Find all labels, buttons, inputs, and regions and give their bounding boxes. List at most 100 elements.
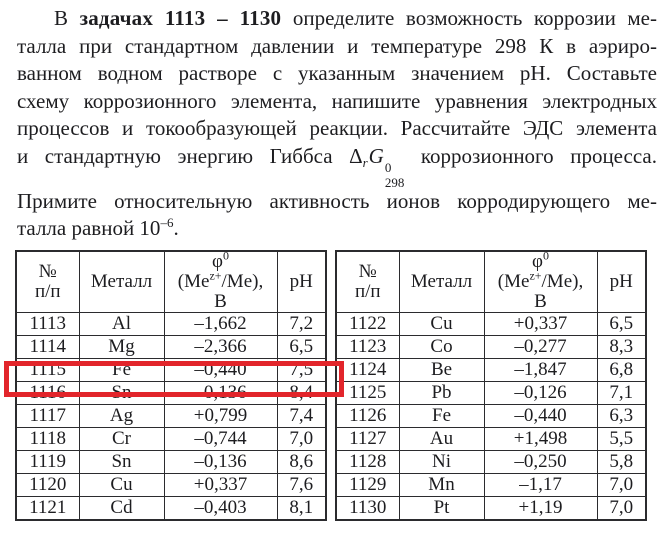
- table-body-right: 1122 Cu +0,337 6,5 1123 Co –0,277 8,3 1124 Be –1,8…: [335, 311, 647, 520]
- table-row: 1129 Mn –1,17 7,0: [335, 472, 647, 497]
- paragraph-line: талла равной 10–6.: [17, 215, 657, 243]
- cell-ph: 7,2: [276, 311, 327, 336]
- table-row: 1117 Ag +0,799 7,4: [15, 403, 327, 428]
- cell-metal: Fe: [398, 403, 485, 428]
- text-run: .: [173, 216, 179, 240]
- cell-num: 1122: [335, 311, 400, 336]
- cell-num: 1114: [15, 334, 80, 359]
- table-row: 1114 Mg –2,366 6,5: [15, 334, 327, 359]
- table-row: 1113 Al –1,662 7,2: [15, 311, 327, 336]
- cell-potential: –0,403: [163, 495, 278, 520]
- cell-ph: 8,3: [596, 334, 647, 359]
- num-pp: п/п: [354, 280, 381, 302]
- gibbs-energy-formula: ΔrG 0 298: [349, 143, 404, 189]
- cell-metal: Ni: [398, 449, 485, 474]
- cell-potential: –2,366: [163, 334, 278, 359]
- formula-sup-sub-stack: 0 298: [384, 161, 405, 190]
- potential-couple: (Me: [497, 270, 530, 292]
- table-row: 1122 Cu +0,337 6,5: [335, 311, 647, 336]
- cell-num: 1116: [15, 380, 80, 405]
- table-row: 1124 Be –1,847 6,8: [335, 357, 647, 382]
- phi-superscript: 0: [222, 250, 229, 263]
- cell-ph: 6,8: [596, 357, 647, 382]
- cell-num: 1117: [15, 403, 80, 428]
- paragraph-line: талла при стандартном давлении и темпера…: [17, 33, 657, 58]
- table-row: 1115 Fe –0,440 7,5: [15, 357, 327, 382]
- cell-num: 1129: [335, 472, 400, 497]
- cell-ph: 7,0: [596, 472, 647, 497]
- table-row: 1123 Co –0,277 8,3: [335, 334, 647, 359]
- cell-ph: 6,3: [596, 403, 647, 428]
- table-body-left: 1113 Al –1,662 7,2 1114 Mg –2,366 6,5 1115 Fe –0,4…: [15, 311, 327, 520]
- text-run: коррозионного процесса.: [404, 143, 657, 168]
- cell-metal: Au: [398, 426, 485, 451]
- cell-ph: 8,1: [276, 495, 327, 520]
- table-row: 1118 Cr –0,744 7,0: [15, 426, 327, 451]
- cell-potential: –0,440: [163, 357, 278, 382]
- intro-paragraph: В задачах 1113 – 1130 определите возможн…: [0, 0, 666, 243]
- cell-potential: +0,799: [163, 403, 278, 428]
- paragraph-line: В задачах 1113 – 1130 определите возможн…: [17, 5, 657, 33]
- cell-potential: –1,17: [483, 472, 598, 497]
- col-header-ph: pH: [596, 250, 647, 313]
- paragraph-line: схему коррозионного элемента, напишите у…: [17, 88, 657, 113]
- col-header-num: № п/п: [335, 250, 400, 313]
- cell-ph: 5,5: [596, 426, 647, 451]
- phi-superscript: 0: [542, 250, 549, 263]
- cell-potential: –0,136: [163, 380, 278, 405]
- delta-symbol: Δ: [349, 143, 363, 168]
- volts-unit: В: [214, 290, 227, 312]
- cell-metal: Mg: [78, 334, 165, 359]
- problems-table-right: № п/п Металл φ0 (Mez+/Me), В pH 1122 Cu +0…: [335, 249, 647, 521]
- text-run: определите возможность коррозии ме-: [281, 6, 657, 30]
- table-row: 1127 Au +1,498 5,5: [335, 426, 647, 451]
- problems-table: № п/п Металл φ0 (Mez+/Me), В pH 1113 Al –1…: [15, 249, 666, 521]
- cell-ph: 6,5: [596, 311, 647, 336]
- table-row: 1119 Sn –0,136 8,6: [15, 449, 327, 474]
- table-row: 1120 Cu +0,337 7,6: [15, 472, 327, 497]
- cell-ph: 7,6: [276, 472, 327, 497]
- header-row: № п/п Металл φ0 (Mez+/Me), В pH: [335, 250, 647, 313]
- cell-num: 1128: [335, 449, 400, 474]
- potential-couple-end: /Me),: [221, 270, 264, 292]
- potential-couple: (Me: [177, 270, 210, 292]
- potential-couple-end: /Me),: [541, 270, 584, 292]
- cell-num: 1123: [335, 334, 400, 359]
- cell-ph: 7,4: [276, 403, 327, 428]
- col-header-metal: Металл: [398, 250, 485, 313]
- cell-ph: 6,5: [276, 334, 327, 359]
- formula-subscript: 298: [384, 174, 405, 190]
- cell-potential: –1,847: [483, 357, 598, 382]
- cell-ph: 7,0: [596, 495, 647, 520]
- paragraph-line: процессов и токообразующей реакции. Расс…: [17, 116, 657, 140]
- cell-ph: 7,5: [276, 357, 327, 382]
- cell-potential: –0,250: [483, 449, 598, 474]
- phi-symbol: φ: [212, 250, 223, 272]
- cell-metal: Mn: [398, 472, 485, 497]
- cell-ph: 8,4: [276, 380, 327, 405]
- cell-metal: Cr: [78, 426, 165, 451]
- table-row: 1116 Sn –0,136 8,4: [15, 380, 327, 405]
- cell-num: 1126: [335, 403, 400, 428]
- formula-g-symbol: G: [368, 143, 384, 168]
- cell-potential: –0,136: [163, 449, 278, 474]
- cell-ph: 8,6: [276, 449, 327, 474]
- cell-potential: –0,277: [483, 334, 598, 359]
- cell-num: 1113: [15, 311, 80, 336]
- ion-charge-superscript: z+: [529, 268, 542, 283]
- ion-charge-superscript: z+: [209, 268, 222, 283]
- cell-num: 1118: [15, 426, 80, 451]
- volts-unit: В: [534, 290, 547, 312]
- col-header-ph: pH: [276, 250, 327, 313]
- paragraph-line: Примите относительную активность ионов к…: [17, 188, 657, 213]
- cell-metal: Be: [398, 357, 485, 382]
- cell-potential: –0,126: [483, 380, 598, 405]
- cell-metal: Pt: [398, 495, 485, 520]
- cell-num: 1130: [335, 495, 400, 520]
- cell-potential: –1,662: [163, 311, 278, 336]
- table-row: 1130 Pt +1,19 7,0: [335, 495, 647, 520]
- header-row: № п/п Металл φ0 (Mez+/Me), В pH: [15, 250, 327, 313]
- cell-num: 1115: [15, 357, 80, 382]
- table-header: № п/п Металл φ0 (Mez+/Me), В pH: [335, 250, 647, 313]
